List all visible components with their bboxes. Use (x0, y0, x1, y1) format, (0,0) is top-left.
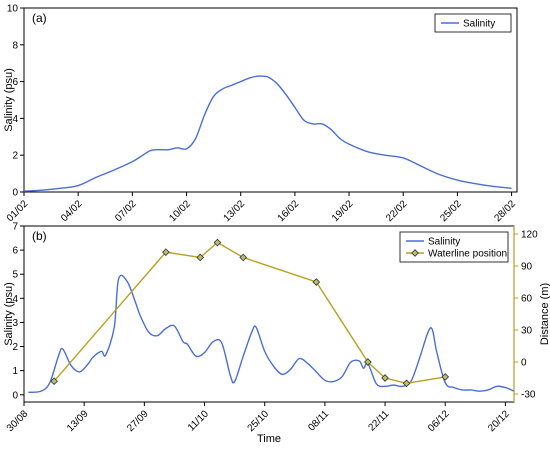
y2-tick-label: 0 (521, 358, 527, 369)
y2-tick-label: 90 (521, 262, 533, 273)
x-tick-label: 25/02 (438, 198, 464, 224)
y-tick-label: 6 (12, 246, 18, 257)
data-point-waterline (50, 377, 58, 386)
y-tick-label: 10 (7, 4, 19, 15)
panel-label: (a) (32, 11, 47, 25)
x-tick-label: 13/02 (222, 198, 248, 224)
data-point-waterline (441, 373, 450, 381)
plot-frame (23, 7, 518, 193)
x-tick-label: 22/02 (384, 198, 410, 224)
y-tick-label: 1 (12, 366, 18, 377)
x-tick-label: 28/02 (492, 198, 518, 224)
x-tick-label: 08/11 (306, 408, 331, 433)
legend-marker (411, 249, 419, 257)
y-tick-label: 7 (12, 222, 18, 233)
y2-tick-label: 30 (521, 326, 533, 337)
x-tick-label: 22/11 (366, 408, 391, 433)
chart-panel-0: 0 2 4 6 8 10 01/02 04/02 07/02 10/02 13/02 16/02 19/… (3, 4, 518, 225)
y-axis-label: Salinity (psu) (3, 282, 15, 346)
x-tick-label: 27/09 (125, 408, 151, 434)
data-point-waterline (381, 374, 389, 382)
legend-box (434, 13, 512, 33)
chart-panel-1: 0 1 2 3 4 5 6 7 30/08 13/09 27/09 11/10 25/10 08/11 22… (3, 222, 550, 446)
data-point-waterline (196, 253, 205, 262)
x-tick-label: 25/10 (246, 408, 272, 434)
data-point-waterline (312, 278, 321, 286)
y-tick-label: 5 (12, 270, 18, 281)
x-tick-label: 06/12 (426, 408, 452, 434)
y2-axis-label: Distance (m) (539, 283, 550, 345)
y2-tick-label: 120 (521, 230, 538, 241)
data-point-waterline (364, 358, 372, 366)
x-tick-label: 11/10 (186, 408, 211, 433)
x-tick-label: 13/09 (65, 408, 91, 434)
legend-label: Salinity (428, 237, 460, 248)
y-tick-label: 2 (12, 151, 18, 162)
y2-tick-label: 60 (521, 294, 533, 305)
series-line-salinity (28, 274, 515, 394)
panel-label: (b) (32, 229, 47, 243)
x-tick-label: 20/12 (486, 408, 512, 434)
series-line-salinity (23, 75, 512, 192)
y2-tick-label: -30 (521, 390, 536, 401)
data-point-waterline (162, 248, 170, 256)
x-tick-label: 16/02 (276, 198, 302, 224)
x-tick-label: 10/02 (167, 198, 193, 224)
x-tick-label: 04/02 (59, 198, 85, 224)
legend-label: Salinity (463, 19, 495, 30)
y-tick-label: 2 (12, 342, 18, 353)
data-point-waterline (213, 238, 222, 247)
y-tick-label: 0 (12, 390, 18, 401)
y-tick-label: 4 (12, 114, 18, 125)
y-tick-label: 6 (12, 77, 18, 88)
x-tick-label: 30/08 (5, 408, 31, 434)
data-point-waterline (239, 253, 248, 262)
x-tick-label: 01/02 (5, 198, 31, 224)
x-tick-label: 19/02 (330, 198, 356, 224)
legend-label: Waterline position (428, 249, 507, 260)
series-line-waterline (53, 241, 446, 385)
y-tick-label: 0 (12, 188, 18, 199)
x-tick-label: 07/02 (113, 198, 139, 224)
data-point-waterline (402, 379, 411, 388)
y-axis-label: Salinity (psu) (3, 68, 15, 132)
legend-box (399, 231, 509, 263)
y-tick-label: 3 (12, 318, 18, 329)
y-tick-label: 4 (12, 294, 18, 305)
y-tick-label: 8 (12, 40, 18, 51)
x-axis-label: Time (257, 433, 281, 445)
